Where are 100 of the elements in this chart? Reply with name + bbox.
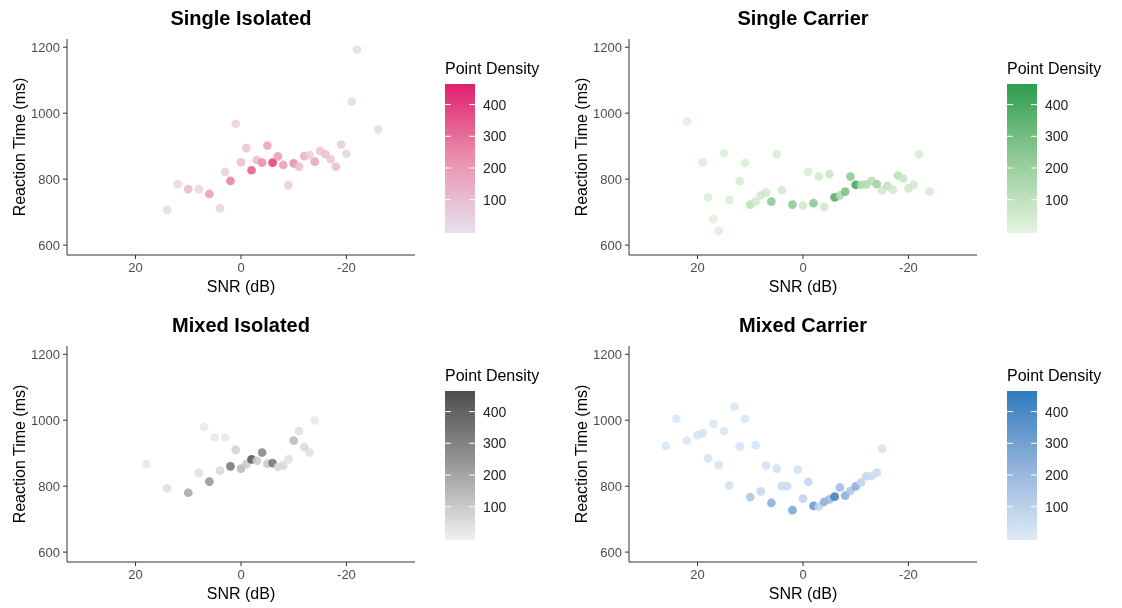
point [756,487,766,496]
y-tick-label: 600 [38,544,60,560]
x-tick-label: 20 [128,567,143,582]
point [257,158,267,168]
color-bar-label: 200 [483,466,507,483]
y-tick-label: 1000 [593,412,622,428]
point [840,187,850,197]
x-tick-label: 20 [690,260,705,275]
y-tick-label: 1200 [31,39,60,55]
point [173,179,183,189]
point [745,492,755,502]
point [226,176,235,186]
y-tick-label: 800 [38,478,60,494]
point [162,484,172,493]
point [682,436,692,446]
point [703,192,713,202]
point [278,160,288,170]
point [798,201,808,210]
point [898,174,908,183]
point [326,154,336,164]
point [877,444,887,453]
color-bar-label: 400 [483,403,507,420]
color-bar-label: 200 [483,159,507,176]
y-axis-title: Reaction Time (ms) [573,384,590,524]
point [262,141,272,150]
y-axis-title: Reaction Time (ms) [11,77,28,217]
point [708,419,718,429]
point [708,214,718,224]
point [273,152,283,161]
color-bar-label: 400 [483,96,507,113]
chart-title: Single Carrier [737,7,869,29]
color-bar-title: Point Density [445,60,540,77]
y-tick-label: 1000 [31,412,60,428]
y-tick-label: 1000 [31,105,60,121]
point [682,117,692,126]
point [856,478,866,487]
point [872,179,882,189]
chart-title: Mixed Carrier [739,314,868,336]
color-bar-label: 200 [1045,466,1069,483]
color-bar-title: Point Density [1007,367,1102,384]
x-tick-label: -20 [337,567,356,582]
point [215,203,225,213]
y-tick-label: 600 [38,237,60,253]
y-tick-label: 600 [600,237,622,253]
point [305,448,314,457]
point [661,441,671,451]
y-tick-label: 600 [600,544,622,560]
point [714,226,724,236]
color-bar-title: Point Density [445,367,540,384]
point [268,158,278,168]
color-bar-label: 300 [483,435,507,452]
chart-title: Mixed Isolated [172,314,310,336]
x-tick-label: -20 [337,260,356,275]
point [761,461,771,470]
point [735,176,745,186]
point [751,197,760,206]
point [241,143,251,153]
point [305,150,314,160]
point [204,189,214,199]
point [342,149,351,159]
point [183,184,193,194]
point [803,477,813,487]
point [814,172,824,181]
point [846,172,855,181]
point [719,149,729,158]
y-tick-label: 1000 [593,105,622,121]
point [162,205,172,215]
x-axis-title: SNR (dB) [768,585,838,602]
color-bar-label: 200 [1045,159,1069,176]
x-axis-title: SNR (dB) [206,585,276,602]
point [226,462,235,471]
color-bar-label: 300 [1045,128,1069,145]
x-tick-label: -20 [899,260,918,275]
point [331,162,341,171]
x-tick-label: -20 [899,567,918,582]
point [788,200,797,209]
point [294,162,304,171]
point [782,481,792,491]
color-bar-label: 100 [483,191,507,208]
point [793,465,803,475]
point [284,180,293,190]
y-tick-label: 800 [38,171,60,187]
y-axis-title: Reaction Time (ms) [11,384,28,524]
color-bar-label: 300 [1045,435,1069,452]
color-bar-label: 300 [483,128,507,145]
point [751,440,760,450]
x-axis-title: SNR (dB) [206,278,276,295]
x-tick-label: 0 [799,260,807,275]
point [714,460,724,470]
point [824,169,834,179]
point [803,167,813,176]
y-tick-label: 800 [600,171,622,187]
point [294,426,304,436]
point [194,184,204,194]
point [766,197,776,206]
point [730,402,739,412]
x-tick-label: 20 [128,260,143,275]
color-bar-title: Point Density [1007,60,1102,77]
color-bar-label: 100 [483,498,507,515]
point [215,466,225,476]
